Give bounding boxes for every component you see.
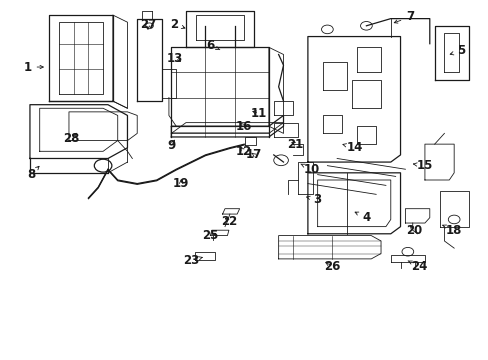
Text: 16: 16 (235, 120, 251, 133)
Text: 11: 11 (250, 107, 267, 120)
Text: 17: 17 (245, 148, 262, 161)
Text: 1: 1 (23, 60, 43, 73)
Text: 4: 4 (354, 211, 370, 224)
Text: 24: 24 (407, 260, 427, 273)
Text: 18: 18 (442, 224, 462, 237)
Text: 26: 26 (324, 260, 340, 273)
Text: 7: 7 (393, 10, 413, 23)
Text: 2: 2 (169, 18, 184, 31)
Text: 20: 20 (405, 224, 422, 237)
Text: 21: 21 (287, 138, 303, 150)
Text: 25: 25 (202, 229, 218, 242)
Text: 23: 23 (183, 254, 202, 267)
Text: 12: 12 (235, 145, 251, 158)
Text: 6: 6 (206, 39, 220, 52)
Text: 8: 8 (27, 166, 39, 181)
Text: 13: 13 (167, 51, 183, 64)
Text: 10: 10 (300, 163, 319, 176)
Text: 22: 22 (220, 215, 237, 228)
Text: 14: 14 (342, 141, 362, 154)
Text: 5: 5 (449, 44, 465, 57)
Text: 28: 28 (63, 132, 80, 145)
Text: 3: 3 (306, 193, 321, 206)
Text: 27: 27 (140, 18, 156, 31)
Text: 9: 9 (167, 139, 175, 152)
Text: 15: 15 (413, 159, 432, 172)
Text: 19: 19 (173, 177, 189, 190)
